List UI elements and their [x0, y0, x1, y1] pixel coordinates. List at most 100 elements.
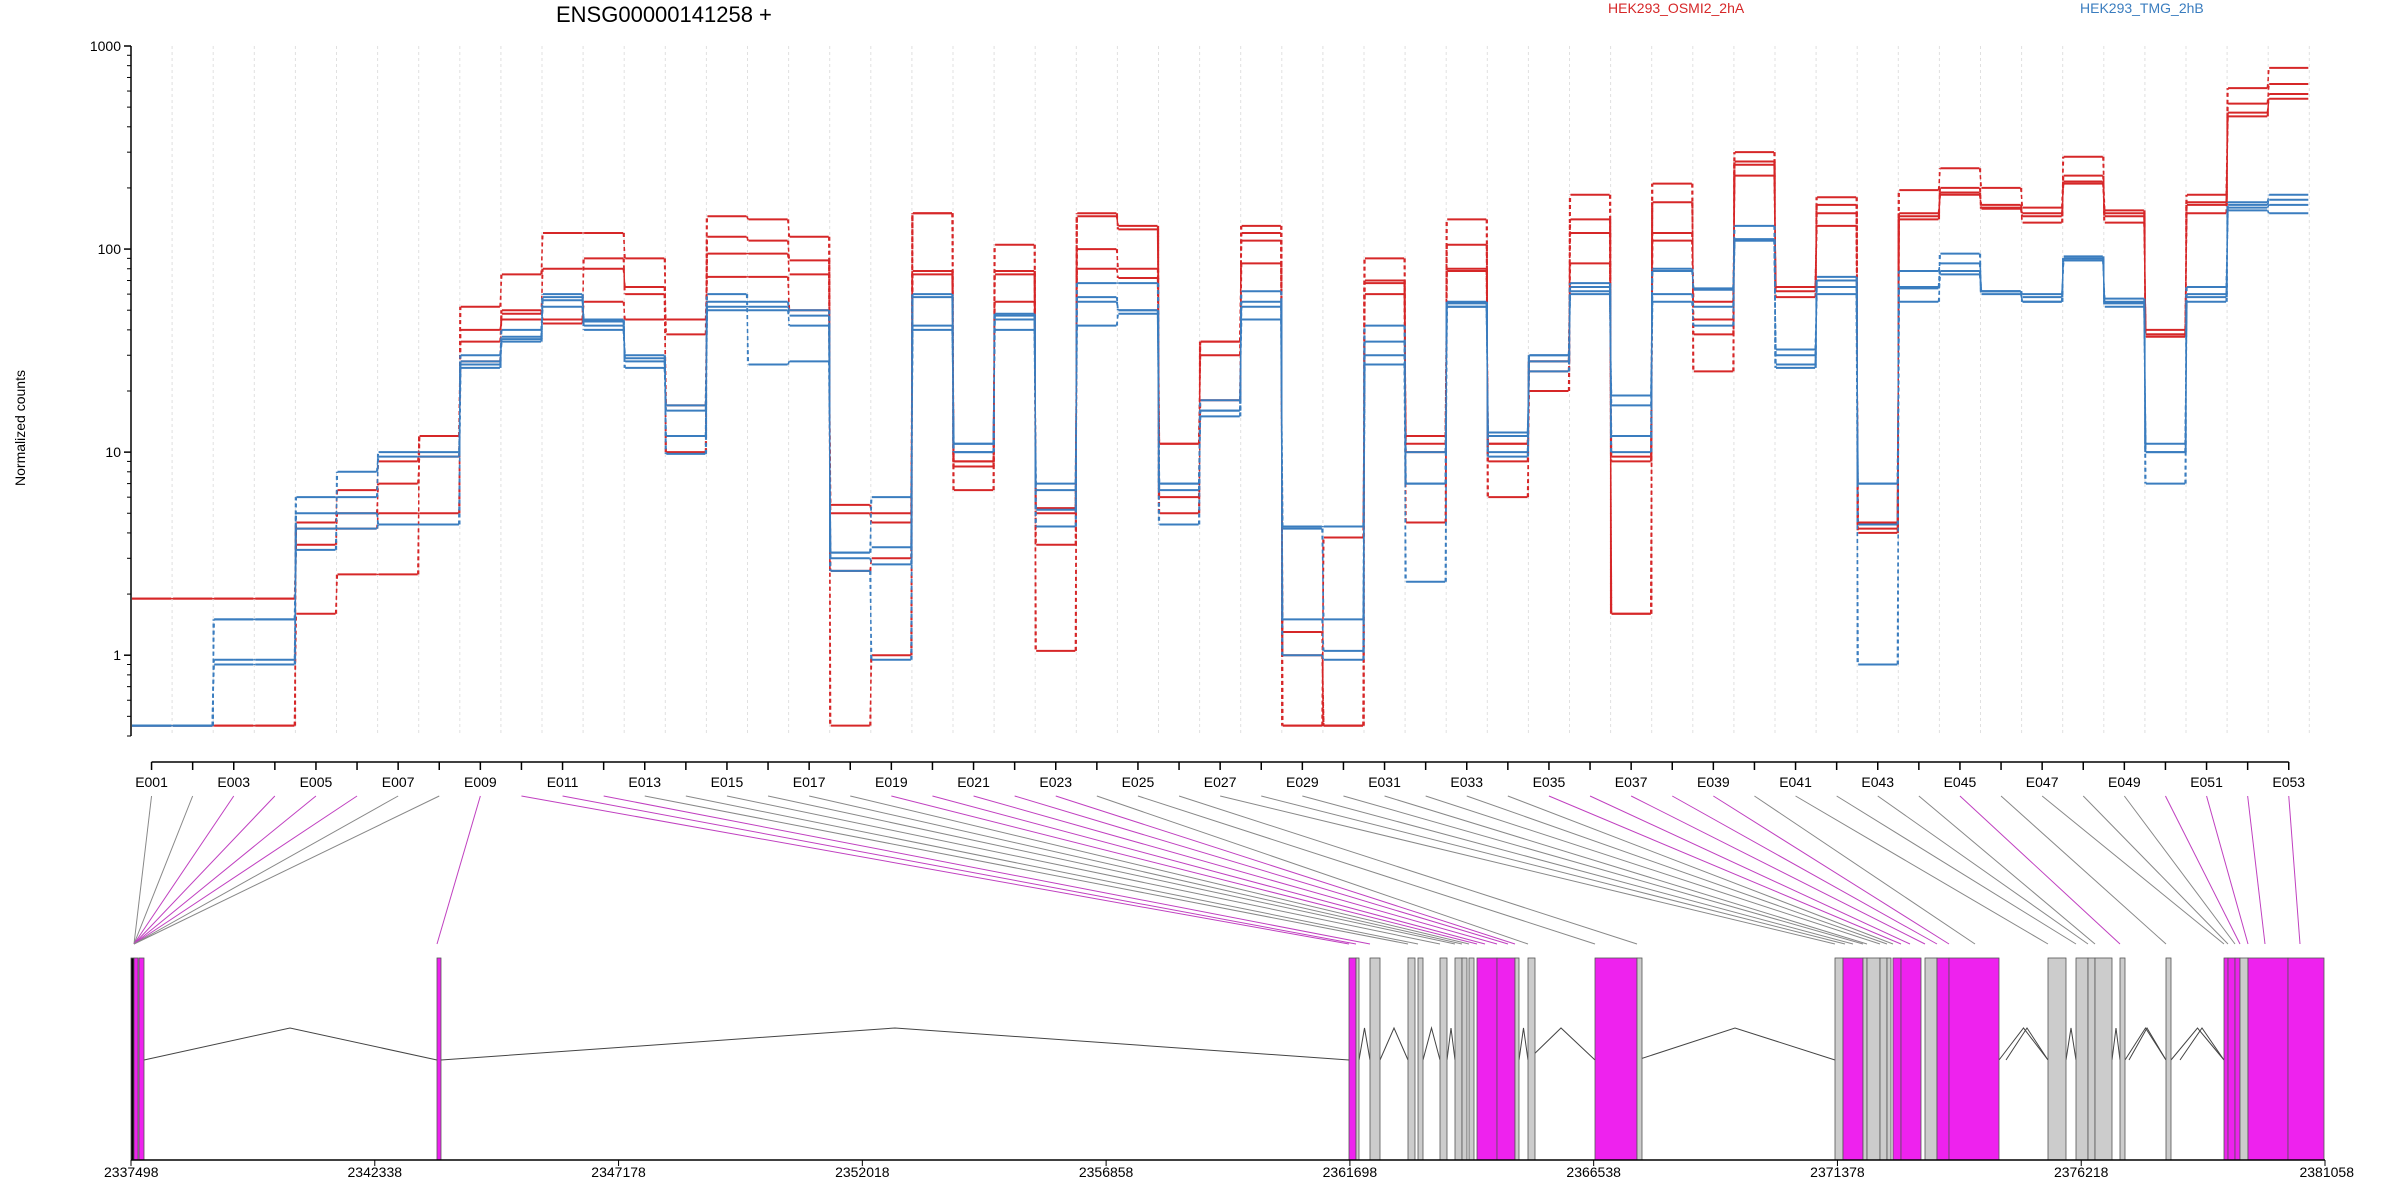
series-join [2102, 156, 2106, 211]
series-join [2143, 222, 2147, 335]
exon-block [1892, 957, 1902, 1161]
exon-block [1417, 957, 1424, 1161]
exon-block [1527, 957, 1536, 1161]
y-axis: 1 10 100 1000 [90, 38, 132, 737]
chart-title: ENSG00000141258 + [556, 2, 772, 27]
series-join [1115, 297, 1120, 311]
connector-line [1014, 795, 1509, 945]
connector-line [850, 795, 1470, 945]
intron-line [1358, 1027, 1371, 1061]
series-layer [132, 66, 2309, 727]
series-join [1691, 301, 1695, 326]
series-join [417, 435, 421, 462]
series-join [1074, 301, 1078, 484]
x-tick-label: E025 [1122, 774, 1155, 790]
intron-line [143, 1027, 438, 1061]
x-tick-label: E035 [1533, 774, 1566, 790]
x-tick-label: E039 [1697, 774, 1730, 790]
series-join [417, 436, 421, 575]
series-join [828, 310, 832, 571]
genome-tick-label: 2352018 [835, 1164, 890, 1180]
connector-line [133, 795, 399, 945]
series-join [499, 336, 503, 365]
exon-block [1461, 957, 1468, 1161]
series-join [1773, 164, 1777, 288]
intron-line [2065, 1027, 2077, 1061]
connector-line [1672, 795, 1938, 945]
legend-label-osmi2: HEK293_OSMI2_2hA [1608, 0, 1745, 16]
x-tick-label: E047 [2026, 774, 2059, 790]
series-join [293, 497, 298, 620]
x-tick-label: E013 [628, 774, 661, 790]
intron-line [1379, 1026, 1409, 1061]
exon-block [1369, 957, 1381, 1161]
exon-block [2047, 957, 2067, 1161]
exon-block [2094, 957, 2113, 1161]
series-hek293_osmi2_2ha-2 [132, 66, 2309, 727]
bin-to-exon-connectors [133, 795, 2301, 945]
series-join [1814, 197, 1818, 292]
exon-block [1948, 957, 2000, 1161]
genome-tick-label: 2342338 [348, 1164, 403, 1180]
x-tick-label: E045 [1944, 774, 1977, 790]
genome-tick-label: 2371378 [1810, 1164, 1865, 1180]
series-join [1567, 291, 1572, 356]
series-join [2019, 204, 2024, 214]
exon-block [1866, 957, 1881, 1161]
x-tick-label: E043 [1861, 774, 1894, 790]
connector-line [1713, 795, 1950, 945]
exon-block [1842, 957, 1864, 1161]
series-join [2019, 291, 2024, 302]
connector-line [1877, 795, 2089, 945]
exon-block [1936, 957, 1950, 1161]
series-join [869, 504, 873, 514]
connector-line [767, 795, 1456, 945]
connector-line [2123, 795, 2236, 945]
x-tick-label: E037 [1615, 774, 1648, 790]
connector-line [685, 795, 1419, 945]
connector-line [2206, 795, 2249, 945]
connector-line [2082, 795, 2229, 945]
y-tick-label: 1 [113, 647, 121, 663]
exon-block [436, 957, 442, 1161]
intron-line [1998, 1027, 2049, 1061]
series-join [1115, 313, 1120, 326]
bin-gridlines [130, 46, 2310, 736]
connector-line [1918, 795, 2096, 945]
connector-line [973, 795, 1498, 945]
series-join [1280, 225, 1284, 726]
exon-block [2227, 957, 2236, 1161]
gene-model [130, 957, 2325, 1161]
exon-block [2239, 957, 2249, 1161]
connector-line [436, 795, 481, 945]
connector-line [1630, 795, 1926, 945]
connector-line [133, 795, 153, 945]
series-join [2266, 98, 2270, 113]
intron-line [1636, 1027, 1836, 1061]
series-join [499, 329, 503, 356]
x-tick-label: E011 [547, 774, 579, 790]
series-join [663, 358, 667, 411]
connector-line [1425, 795, 1881, 945]
exon-block [1496, 957, 1516, 1161]
series-join [211, 619, 215, 726]
series-join [1444, 306, 1448, 582]
series-hek293_osmi2_2ha-3 [132, 97, 2309, 727]
connector-line [1466, 795, 1888, 945]
connector-line [2041, 795, 2225, 945]
y-tick-label: 1000 [90, 38, 121, 54]
connector-line [1836, 795, 2077, 945]
exon-block [1900, 957, 1922, 1161]
intron-line [2179, 1027, 2225, 1061]
connector-line [726, 795, 1441, 945]
series-join [2102, 260, 2106, 299]
exon-block [1886, 957, 1892, 1161]
x-axis-bins: E001 E003 E005 E007 E009 E011 E013 E015 E017 E019… [135, 761, 2305, 790]
genome-tick-label: 2376218 [2054, 1164, 2109, 1180]
connector-line [1548, 795, 1902, 945]
exon-block [1514, 957, 1520, 1161]
series-join [2184, 213, 2188, 335]
exon-block [2119, 957, 2126, 1161]
genome-tick-label: 2347178 [591, 1164, 646, 1180]
connector-line [809, 795, 1463, 945]
